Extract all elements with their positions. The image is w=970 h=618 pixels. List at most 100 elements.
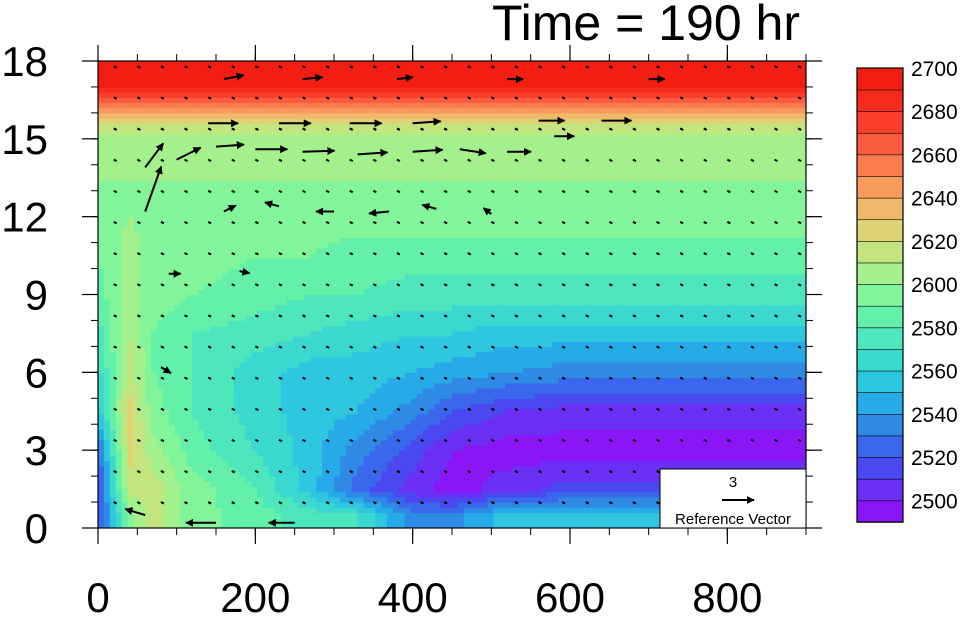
field-cell (98, 512, 105, 519)
field-cell (121, 476, 129, 482)
field-cell (516, 481, 524, 488)
field-cell (735, 450, 742, 456)
field-cell (758, 455, 766, 462)
field-cell (457, 367, 465, 373)
field-cell (404, 382, 412, 389)
field-cell (463, 491, 471, 498)
field-cell (564, 372, 571, 379)
field-cell (369, 522, 376, 528)
field-cell (304, 413, 311, 420)
field-cell (210, 341, 217, 347)
field-cell (186, 460, 193, 467)
field-cell (398, 320, 406, 327)
field-cell (227, 460, 235, 467)
field-cell (564, 522, 571, 528)
field-cell (581, 434, 589, 441)
field-cell (145, 491, 152, 498)
field-cell (286, 491, 294, 498)
field-cell (381, 377, 388, 384)
field-cell (623, 356, 630, 363)
field-cell (269, 341, 276, 347)
field-cell (269, 346, 276, 353)
field-cell (475, 522, 483, 528)
field-cell (168, 434, 176, 441)
field-cell (564, 444, 571, 451)
field-cell (487, 387, 494, 394)
field-cell (434, 439, 441, 446)
field-cell (629, 512, 636, 519)
field-cell (192, 517, 199, 524)
field-cell (257, 486, 264, 493)
field-cell (186, 372, 193, 379)
field-cell (263, 522, 270, 528)
field-cell (387, 502, 394, 508)
field-cell (404, 356, 412, 363)
field-cell (747, 387, 754, 394)
field-cell (434, 450, 441, 456)
field-cell (398, 476, 406, 482)
field-cell (363, 502, 370, 508)
field-cell (534, 361, 542, 368)
field-cell (475, 315, 483, 322)
field-cell (369, 398, 376, 405)
field-cell (688, 377, 695, 384)
field-cell (221, 336, 229, 342)
field-cell (741, 367, 748, 373)
field-cell (233, 429, 241, 436)
field-cell (151, 460, 158, 467)
field-cell (752, 361, 760, 368)
field-cell (263, 481, 270, 488)
field-cell (640, 372, 648, 379)
field-cell (723, 325, 730, 332)
field-cell (280, 315, 288, 322)
field-cell (587, 403, 595, 410)
field-cell (611, 320, 618, 327)
field-cell (564, 398, 571, 405)
field-cell (98, 315, 105, 322)
field-cell (487, 429, 494, 436)
field-cell (334, 325, 341, 332)
field-cell (587, 507, 595, 514)
field-cell (605, 502, 612, 508)
field-cell (334, 465, 341, 472)
field-cell (522, 434, 530, 441)
field-cell (505, 476, 512, 482)
field-cell (587, 439, 595, 446)
field-cell (658, 424, 665, 431)
field-cell (168, 491, 176, 498)
field-cell (145, 465, 152, 472)
field-cell (334, 408, 341, 415)
field-cell (304, 470, 311, 477)
field-cell (357, 351, 365, 358)
field-cell (375, 444, 382, 451)
field-cell (304, 444, 311, 451)
field-cell (328, 481, 335, 488)
field-cell (381, 341, 388, 347)
field-cell (711, 429, 719, 436)
field-cell (357, 522, 365, 528)
field-cell (794, 367, 801, 373)
field-cell (794, 346, 801, 353)
field-cell (752, 372, 760, 379)
field-cell (800, 403, 806, 410)
field-cell (593, 429, 601, 436)
field-cell (499, 455, 506, 462)
field-cell (339, 439, 347, 446)
field-cell (546, 522, 553, 528)
field-cell (800, 315, 806, 322)
field-cell (363, 429, 370, 436)
field-cell (310, 496, 317, 503)
field-cell (693, 393, 701, 399)
field-cell (286, 346, 294, 353)
field-cell (115, 502, 123, 508)
field-cell (593, 320, 601, 327)
field-cell (322, 310, 329, 316)
field-cell (298, 398, 306, 405)
field-cell (534, 330, 542, 337)
field-cell (328, 424, 335, 431)
field-cell (162, 330, 170, 337)
field-cell (800, 408, 806, 415)
field-cell (452, 403, 459, 410)
field-cell (98, 476, 105, 482)
field-cell (363, 393, 370, 399)
